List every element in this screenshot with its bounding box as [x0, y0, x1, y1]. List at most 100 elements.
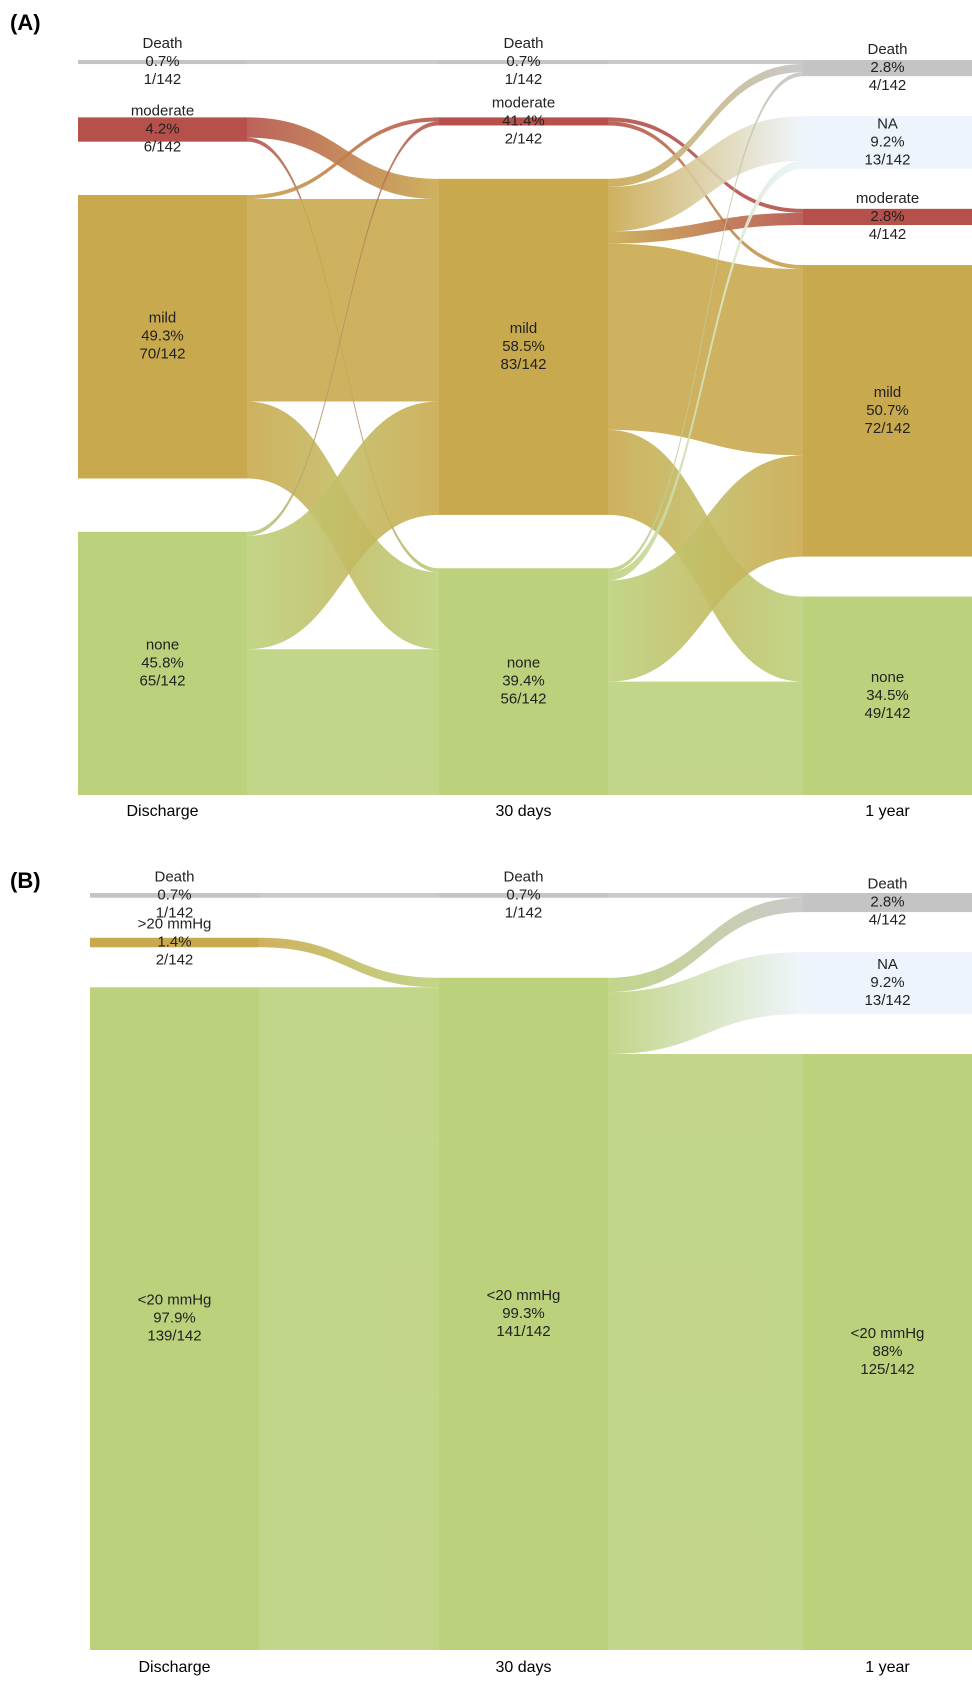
- node: [78, 117, 247, 142]
- node: [803, 1054, 972, 1650]
- node-name: Death: [503, 35, 543, 52]
- node-percent: 0.7%: [506, 886, 540, 903]
- node-name: mild: [874, 384, 902, 401]
- node: [439, 568, 608, 795]
- node-percent: 0.7%: [157, 886, 191, 903]
- node-count: 125/142: [860, 1361, 914, 1378]
- node-name: <20 mmHg: [851, 1325, 925, 1342]
- node-percent: 50.7%: [866, 402, 909, 419]
- flow: [608, 160, 803, 581]
- node: [439, 893, 608, 898]
- flow: [608, 60, 803, 65]
- flow: [608, 897, 803, 993]
- node: [439, 60, 608, 65]
- node-name: <20 mmHg: [138, 1292, 212, 1309]
- node-name: NA: [877, 956, 898, 973]
- node-percent: 34.5%: [866, 687, 909, 704]
- node-percent: 39.4%: [502, 673, 545, 690]
- node-name: none: [507, 655, 540, 672]
- flow: [608, 455, 803, 682]
- node-count: 2/142: [156, 952, 194, 969]
- node-count: 141/142: [496, 1323, 550, 1340]
- column-label: Discharge: [126, 803, 198, 820]
- column-label: Discharge: [138, 1659, 210, 1676]
- flow: [608, 212, 803, 244]
- node-count: 56/142: [501, 691, 547, 708]
- node-name: Death: [154, 868, 194, 885]
- node-count: 6/142: [144, 138, 182, 155]
- node-count: 49/142: [865, 705, 911, 722]
- node: [439, 977, 608, 1650]
- node-percent: 2.8%: [870, 59, 904, 76]
- node-name: <20 mmHg: [487, 1287, 561, 1304]
- node-count: 4/142: [869, 226, 907, 243]
- flow: [247, 199, 439, 402]
- node-percent: 2.8%: [870, 894, 904, 911]
- node-count: 2/142: [505, 130, 543, 147]
- node-count: 83/142: [501, 356, 547, 373]
- node-name: NA: [877, 115, 898, 132]
- flow: [608, 72, 803, 573]
- node-count: 1/142: [505, 71, 543, 88]
- panel-label: (B): [10, 868, 41, 893]
- node: [439, 117, 608, 126]
- flow: [247, 121, 439, 536]
- node: [803, 265, 972, 557]
- flow: [247, 117, 439, 200]
- node-count: 4/142: [869, 77, 907, 94]
- node-percent: 49.3%: [141, 328, 184, 345]
- node: [803, 893, 972, 913]
- node: [78, 195, 247, 479]
- node-name: Death: [503, 868, 543, 885]
- node-percent: 41.4%: [502, 112, 545, 129]
- node-name: none: [871, 669, 904, 686]
- node-count: 13/142: [865, 992, 911, 1009]
- node-percent: 2.8%: [870, 208, 904, 225]
- node-name: Death: [867, 41, 907, 58]
- column-label: 30 days: [495, 1659, 551, 1676]
- node-percent: 9.2%: [870, 974, 904, 991]
- node-name: mild: [149, 310, 177, 327]
- node-name: Death: [142, 35, 182, 52]
- node: [803, 952, 972, 1015]
- column-label: 1 year: [865, 1659, 910, 1676]
- column-label: 1 year: [865, 803, 910, 820]
- node-count: 139/142: [147, 1328, 201, 1345]
- node: [803, 60, 972, 77]
- node-percent: 99.3%: [502, 1305, 545, 1322]
- node-percent: 58.5%: [502, 338, 545, 355]
- node-name: mild: [510, 320, 538, 337]
- flow: [608, 116, 803, 232]
- node-name: >20 mmHg: [138, 916, 212, 933]
- node-percent: 9.2%: [870, 133, 904, 150]
- flow: [608, 243, 803, 456]
- flow: [247, 649, 439, 795]
- node-percent: 1.4%: [157, 934, 191, 951]
- node-name: moderate: [492, 94, 555, 111]
- node: [439, 178, 608, 515]
- flow: [608, 64, 803, 187]
- flow: [608, 952, 803, 1055]
- node-percent: 0.7%: [145, 53, 179, 70]
- node-count: 4/142: [869, 912, 907, 929]
- node-percent: 88%: [872, 1343, 902, 1360]
- node-count: 72/142: [865, 420, 911, 437]
- node: [90, 987, 259, 1650]
- flow: [259, 937, 439, 988]
- node-name: Death: [867, 876, 907, 893]
- node-count: 13/142: [865, 151, 911, 168]
- flow: [259, 893, 439, 898]
- node-percent: 97.9%: [153, 1310, 196, 1327]
- node: [90, 893, 259, 898]
- node: [803, 208, 972, 226]
- panel-label: (A): [10, 10, 41, 35]
- node-percent: 45.8%: [141, 654, 184, 671]
- node: [90, 937, 259, 948]
- flow: [608, 1054, 803, 1650]
- node-name: moderate: [131, 102, 194, 119]
- flow: [608, 893, 803, 898]
- column-label: 30 days: [495, 803, 551, 820]
- node: [803, 596, 972, 795]
